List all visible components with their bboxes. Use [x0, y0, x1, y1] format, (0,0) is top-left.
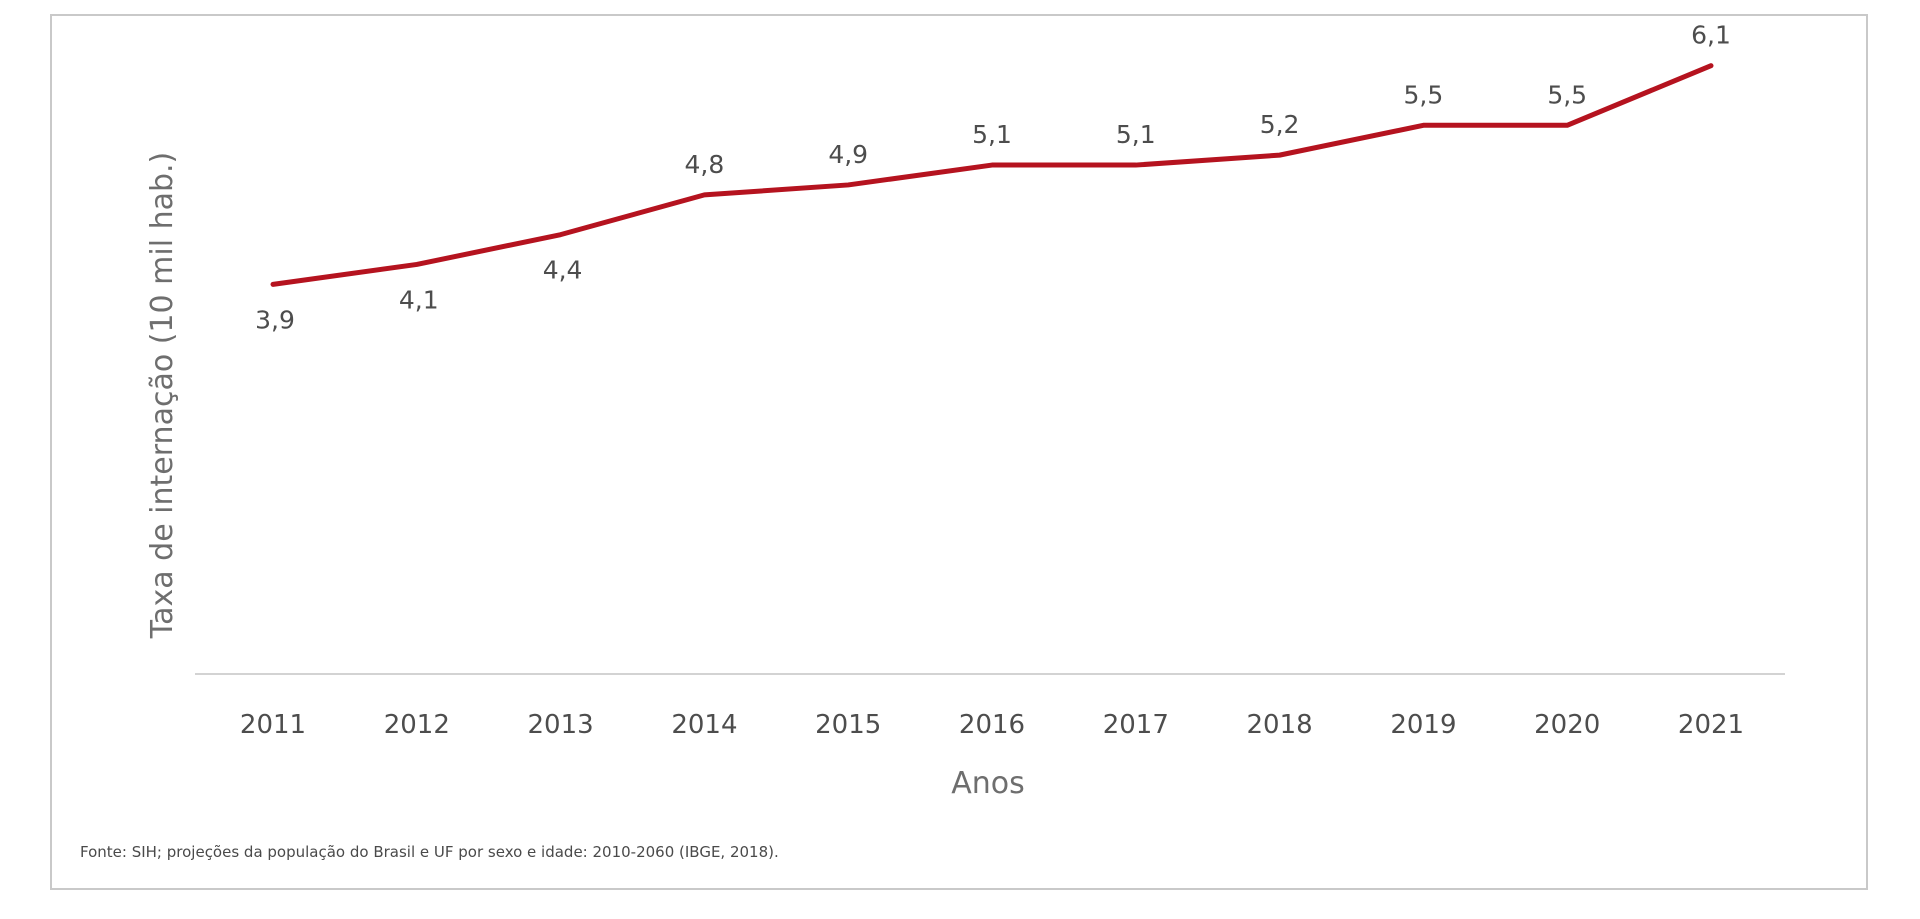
source-note: Fonte: SIH; projeções da população do Br…	[80, 843, 779, 861]
x-tick-label: 2014	[671, 710, 737, 740]
x-tick-label: 2016	[959, 710, 1025, 740]
y-axis-title: Taxa de internação (10 mil hab.)	[145, 152, 180, 640]
x-tick-label: 2011	[240, 710, 306, 740]
x-tick-label: 2015	[815, 710, 881, 740]
x-tick-label: 2021	[1678, 710, 1744, 740]
data-label: 5,2	[1260, 110, 1300, 139]
x-axis-title: Anos	[951, 766, 1025, 801]
x-tick-label: 2012	[384, 710, 450, 740]
data-label: 6,1	[1691, 21, 1731, 50]
x-tick-label: 2018	[1247, 710, 1313, 740]
data-label: 5,1	[1116, 120, 1156, 149]
data-label: 4,1	[399, 285, 439, 314]
x-tick-labels: 2011 2012 2013 2014 2015 2016 2017 2018 2019 2020…	[240, 710, 1744, 740]
x-tick-label: 2019	[1390, 710, 1456, 740]
data-label: 5,5	[1547, 80, 1587, 109]
data-labels: 3,9 4,1 4,4 4,8 4,9 5,1 5,1 5,2 5,5 5,5 6,1	[255, 21, 1731, 335]
data-label: 5,5	[1404, 80, 1444, 109]
data-label: 4,9	[828, 140, 868, 169]
data-label: 4,8	[685, 150, 725, 179]
data-label: 3,9	[255, 305, 295, 334]
data-label: 5,1	[972, 120, 1012, 149]
series-line	[270, 63, 1714, 287]
x-tick-label: 2020	[1534, 710, 1600, 740]
data-label: 4,4	[543, 256, 583, 285]
chart-frame	[50, 14, 1868, 890]
x-tick-label: 2013	[528, 710, 594, 740]
x-tick-label: 2017	[1103, 710, 1169, 740]
